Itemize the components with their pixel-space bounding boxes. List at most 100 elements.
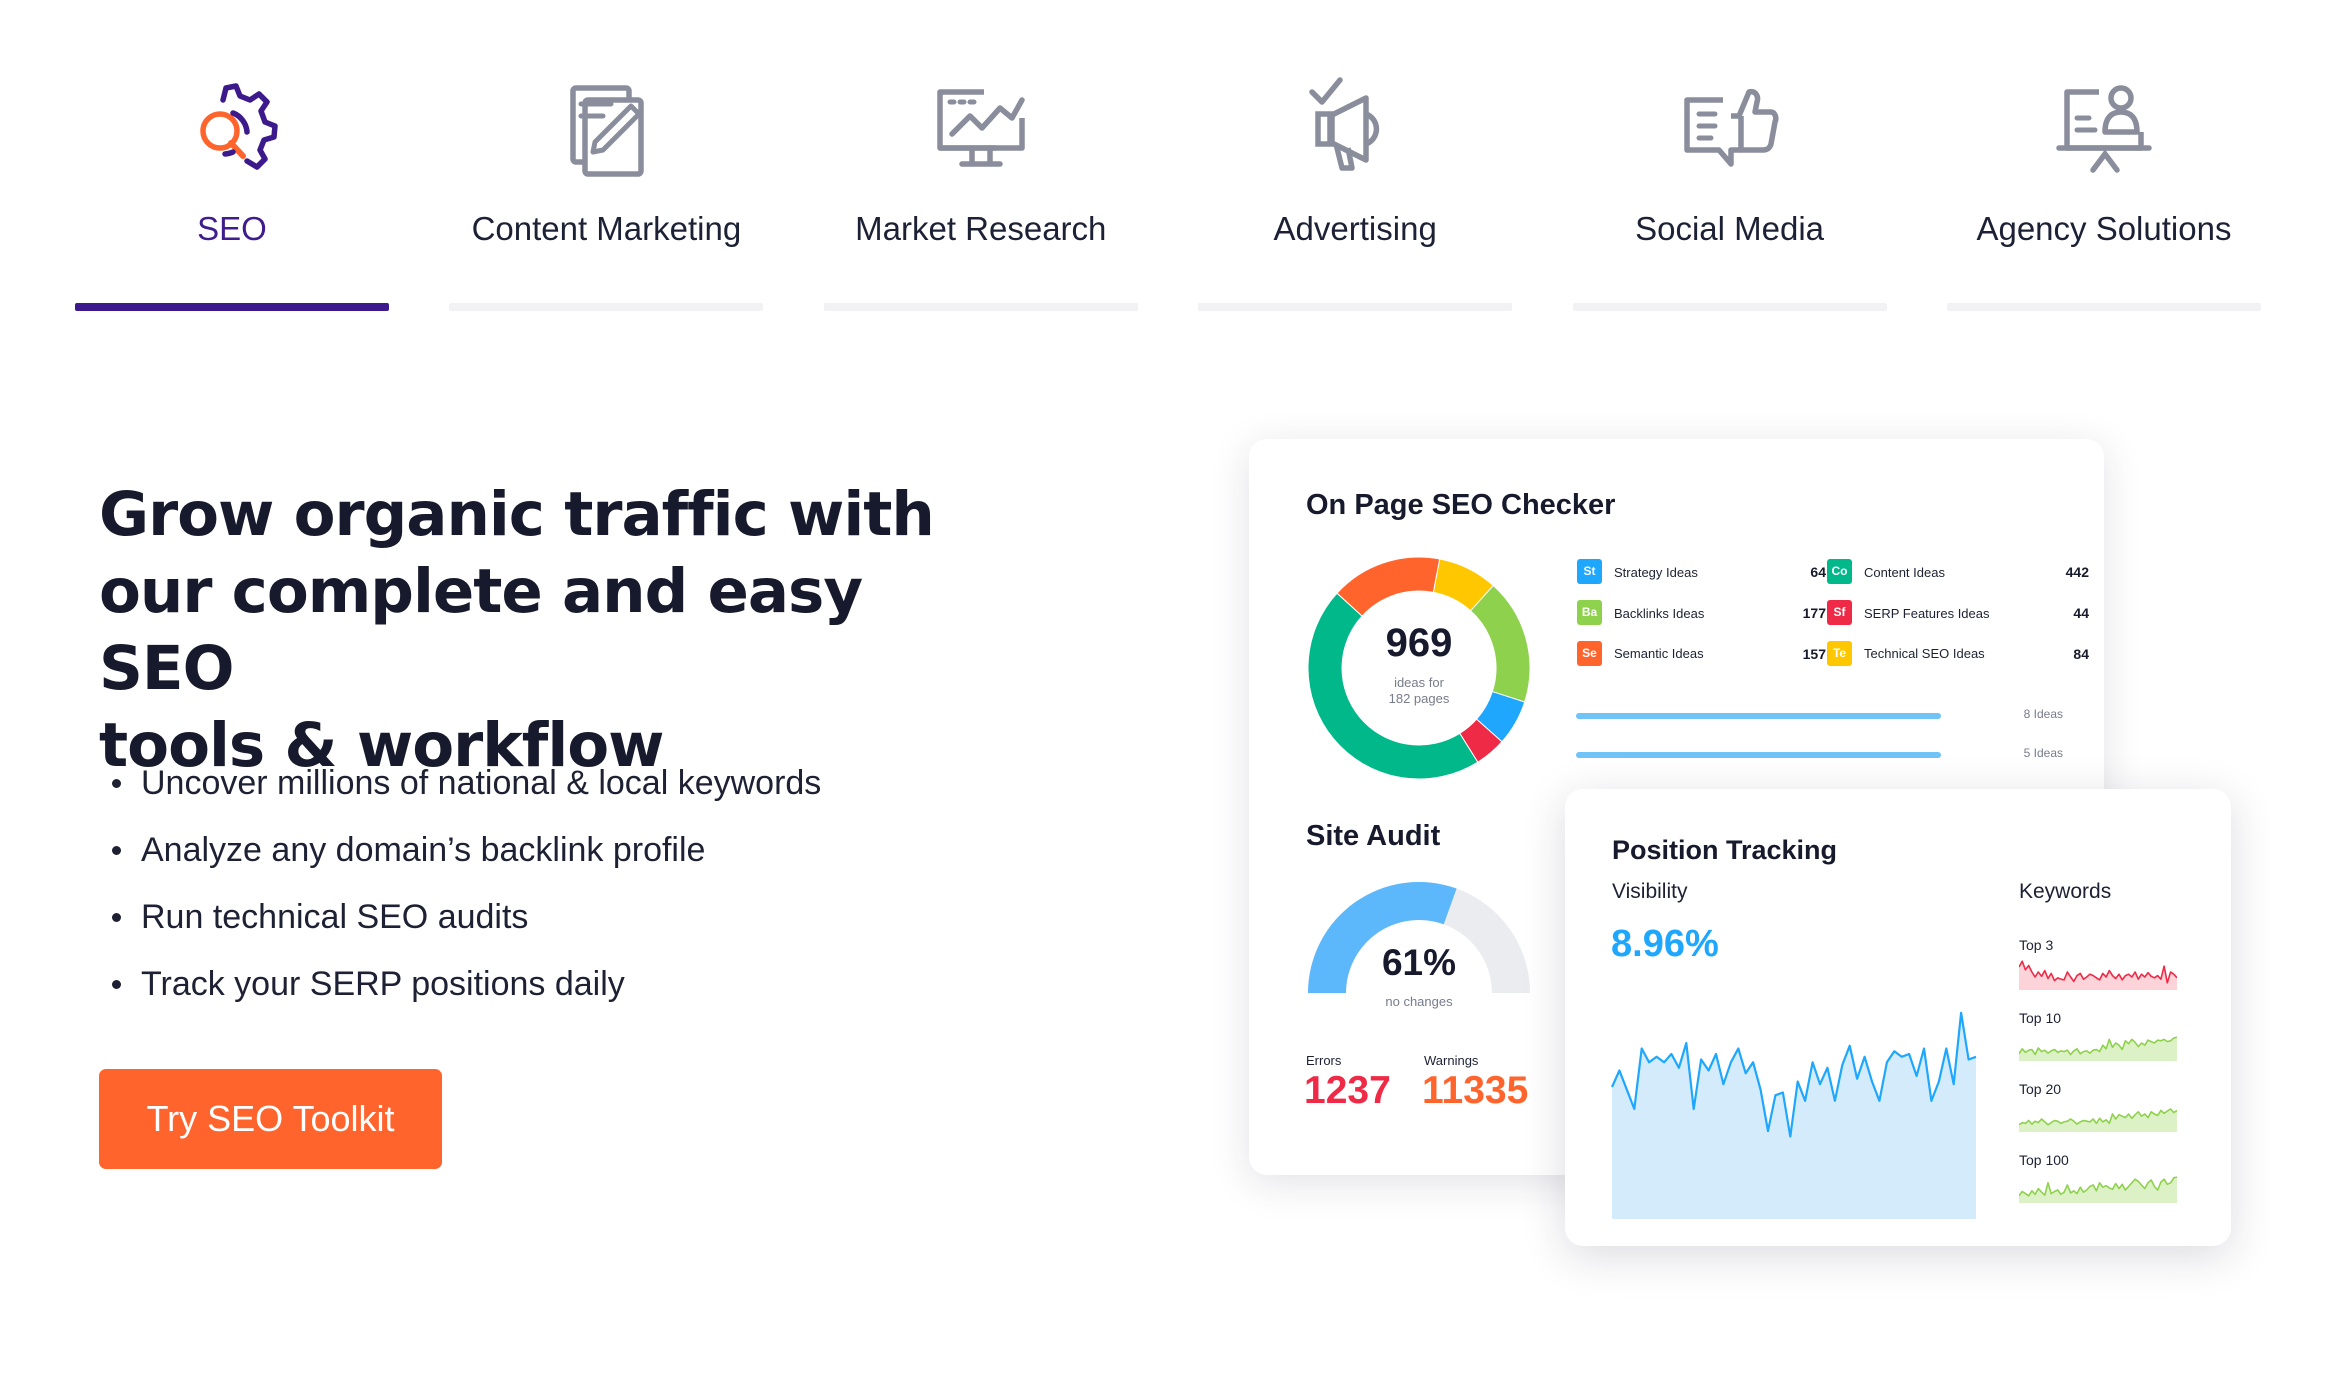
tab-label: Market Research [855, 210, 1107, 247]
donut-slice-serp-features-ideas [1459, 718, 1503, 763]
donut-slice-content-ideas [1307, 592, 1479, 780]
keyword-sparkline-top10 [2019, 1036, 2177, 1061]
keyword-sparkline-top3 [2019, 960, 2177, 990]
donut-slice-semantic-ideas [1336, 556, 1441, 617]
site-audit-caption: no changes [1385, 994, 1453, 1009]
keyword-area-fill [2019, 1109, 2177, 1132]
bullet-dot [112, 779, 121, 788]
keyword-line [2019, 1176, 2177, 1197]
progress-label: 8 Ideas [2023, 707, 2063, 721]
warnings-label: Warnings [1424, 1053, 1479, 1068]
tab-indicator [75, 303, 389, 311]
badge-te: Te [1827, 641, 1852, 666]
visibility-area-chart [1611, 1011, 1977, 1219]
badge-co: Co [1827, 559, 1852, 584]
idea-progress-fill [1576, 713, 1941, 719]
feature-item: Run technical SEO audits [108, 892, 821, 959]
tab-label: SEO [197, 210, 267, 247]
onpage-donut-chart [1307, 556, 1531, 780]
idea-value: 442 [2065, 564, 2089, 580]
feature-item: Analyze any domain’s backlink profile [108, 825, 821, 892]
badge-se: Se [1577, 641, 1602, 666]
thumbs-up-chat-icon [1683, 88, 1779, 167]
badge-ba: Ba [1577, 600, 1602, 625]
try-seo-toolkit-button[interactable]: Try SEO Toolkit [99, 1069, 442, 1169]
errors-label: Errors [1306, 1053, 1342, 1068]
idea-value: 44 [2073, 605, 2089, 621]
site-audit-percent: 61% [1381, 942, 1457, 983]
keyword-sparkline-top100 [2019, 1176, 2177, 1203]
keyword-row-label: Top 3 [2019, 937, 2054, 953]
site-audit-title: Site Audit [1306, 820, 1441, 852]
bullet-dot [112, 913, 121, 922]
keyword-area-fill [2019, 1037, 2177, 1061]
feature-item: Track your SERP positions daily [108, 959, 821, 1026]
keyword-row-label: Top 20 [2019, 1081, 2062, 1097]
badge-st: St [1577, 559, 1602, 584]
keyword-line [2019, 1036, 2177, 1056]
feature-text: Analyze any domain’s backlink profile [141, 831, 706, 869]
badge-sf: Sf [1827, 600, 1852, 625]
onpage-title: On Page SEO Checker [1306, 489, 1616, 521]
idea-progress-fill [1576, 752, 1941, 758]
bullet-dot [112, 980, 121, 989]
tab-indicator [449, 303, 764, 311]
donut-total: 969 [1385, 621, 1453, 665]
megaphone-icon [1309, 77, 1380, 171]
hero-title-line: Grow organic traffic with [99, 479, 935, 550]
tab-label: Advertising [1273, 210, 1437, 247]
errors-value: 1237 [1304, 1069, 1391, 1112]
tab-agency-solutions[interactable]: Agency Solutions [1946, 60, 2261, 312]
idea-label: Content Ideas [1864, 565, 1945, 580]
keyword-row-label: Top 10 [2019, 1010, 2062, 1026]
visibility-line [1611, 1011, 1977, 1138]
feature-text: Run technical SEO audits [141, 898, 529, 936]
idea-progress-track [1576, 713, 1941, 719]
idea-progress-track [1576, 752, 1941, 758]
tab-indicator [1572, 303, 1887, 311]
tab-label: Content Marketing [471, 210, 742, 247]
site-audit-gauge [1308, 882, 1530, 993]
tab-seo[interactable]: SEO [75, 60, 389, 312]
visibility-value: 8.96% [1611, 923, 1719, 965]
idea-label: Technical SEO Ideas [1864, 646, 1985, 661]
hero-title-line: tools & workflow [99, 710, 664, 781]
dashboard-card-position-tracking: Position Tracking Visibility 8.96% Keywo… [1565, 789, 2231, 1246]
keyword-row-label: Top 100 [2019, 1152, 2069, 1168]
document-pencil-icon [570, 85, 645, 177]
donut-caption: ideas for [1394, 675, 1444, 690]
feature-item: Uncover millions of national & local key… [108, 758, 821, 825]
seo-gear-magnifier-icon [200, 83, 278, 170]
idea-label: Strategy Ideas [1614, 565, 1698, 580]
tab-label: Social Media [1635, 210, 1825, 247]
position-tracking-title: Position Tracking [1612, 835, 1838, 865]
category-tabs: SEO Content Marketing Market Research [75, 60, 2261, 312]
hero-title-line: our complete and easy SEO [99, 556, 863, 704]
gauge-fill [1308, 882, 1457, 993]
keyword-line [2019, 1108, 2177, 1126]
warnings-value: 11335 [1422, 1069, 1529, 1112]
tab-content-marketing[interactable]: Content Marketing [449, 60, 764, 312]
tab-indicator [1198, 303, 1513, 311]
idea-value: 64 [1810, 564, 1826, 580]
feature-text: Track your SERP positions daily [141, 965, 625, 1003]
idea-value: 177 [1802, 605, 1826, 621]
progress-label: 5 Ideas [2023, 746, 2063, 760]
feature-list: Uncover millions of national & local key… [108, 758, 821, 1026]
idea-value: 84 [2073, 646, 2089, 662]
tab-indicator [1946, 303, 2261, 311]
keyword-area-fill [2019, 1177, 2177, 1203]
bullet-dot [112, 846, 121, 855]
keyword-line [2019, 960, 2177, 984]
idea-label: Backlinks Ideas [1614, 606, 1705, 621]
idea-value: 157 [1802, 646, 1826, 662]
tab-market-research[interactable]: Market Research [823, 60, 1138, 312]
donut-caption: 182 pages [1388, 691, 1450, 706]
tab-social-media[interactable]: Social Media [1572, 60, 1887, 312]
tab-label: Agency Solutions [1976, 210, 2232, 247]
presenter-board-icon [2056, 85, 2152, 173]
tab-advertising[interactable]: Advertising [1198, 60, 1513, 312]
feature-text: Uncover millions of national & local key… [141, 764, 822, 802]
idea-label: Semantic Ideas [1614, 646, 1704, 661]
keyword-area-fill [2019, 961, 2177, 990]
